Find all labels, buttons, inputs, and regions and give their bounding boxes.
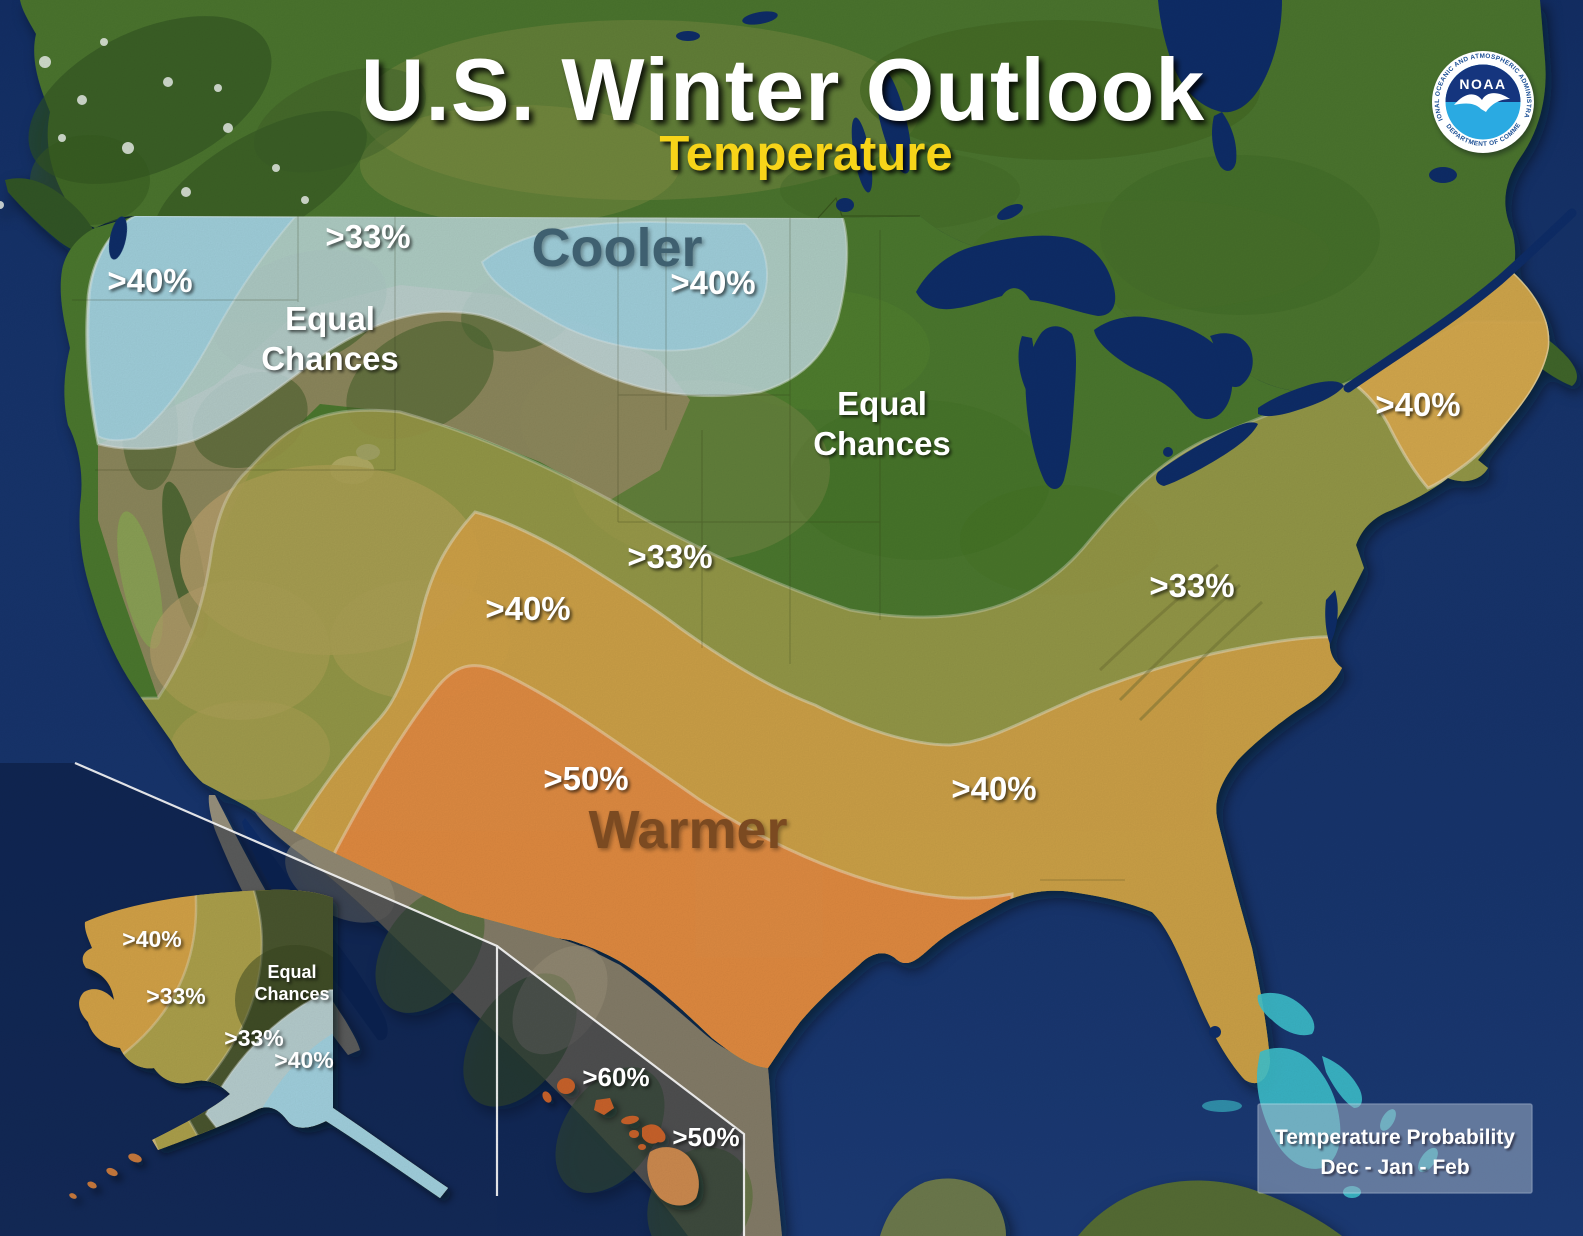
label-warm-core-pct: >50% [543,760,628,797]
label-alaska-cool-mid-pct: >33% [224,1025,283,1051]
page-title: U.S. Winter Outlook [361,40,1205,139]
label-cooler-region: Cooler [531,218,702,278]
legend-box-line1: Temperature Probability [1275,1126,1515,1149]
label-hawaii-se-pct: >50% [672,1122,739,1152]
label-equal-chances-midwest-2: Chances [813,425,951,462]
label-alaska-equal-2: Chances [254,984,329,1004]
label-warm-mid-pct: >33% [627,538,712,575]
label-northeast-pct: >40% [1375,386,1460,423]
label-warm-east-pct: >33% [1149,567,1234,604]
label-cooler-west-pct: >40% [107,262,192,299]
label-hawaii-nw-pct: >60% [582,1062,649,1092]
noaa-acronym: NOAA [1459,76,1506,92]
label-cooler-east-pct: >40% [670,264,755,301]
legend-box: Temperature Probability Dec - Jan - Feb [1257,1103,1533,1194]
label-alaska-equal-1: Equal [267,962,316,982]
map-labels: >40% >33% Cooler >40% Equal Chances Equa… [107,218,1460,1152]
label-equal-chances-midwest-1: Equal [837,385,927,422]
label-cooler-mid-pct: >33% [325,218,410,255]
label-warmer-region: Warmer [588,800,787,860]
label-warm-se-pct: >40% [951,770,1036,807]
label-alaska-cool-se-pct: >40% [274,1047,333,1073]
noaa-bird-icon [1454,93,1510,112]
legend-box-line2: Dec - Jan - Feb [1320,1156,1469,1179]
label-equal-chances-west-2: Chances [261,340,399,377]
label-warm-west-pct: >40% [485,590,570,627]
header: U.S. Winter Outlook Temperature [361,40,1205,181]
label-equal-chances-west-1: Equal [285,300,375,337]
page-subtitle: Temperature [659,127,952,181]
noaa-logo-inner-top [1445,64,1521,102]
noaa-logo: NOAA NATIONAL OCEANIC AND ATMOSPHERIC AD… [1432,51,1534,153]
label-alaska-nw-pct: >40% [122,926,181,952]
label-alaska-mid-pct: >33% [146,983,205,1009]
legend-box-panel [1257,1103,1533,1194]
